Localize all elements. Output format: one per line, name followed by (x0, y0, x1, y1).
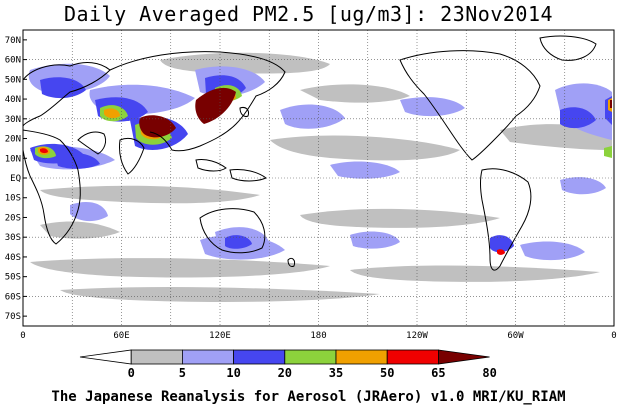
colorbar-tick-label: 80 (482, 366, 496, 380)
colorbar-segment (335, 349, 388, 365)
pm25-band-over-80 (139, 87, 612, 138)
latitude-label: 40S (5, 253, 21, 263)
latitude-label: 50N (5, 75, 21, 85)
footer-credit: The Japanese Reanalysis for Aerosol (JRA… (51, 389, 566, 405)
longitude-label: 120E (209, 331, 231, 341)
colorbar-segment (284, 349, 337, 365)
map-grid (23, 30, 614, 326)
longitude-label: 60W (507, 331, 524, 341)
colorbar-segment (437, 349, 490, 365)
longitude-label: 0 (611, 331, 616, 341)
longitude-label: 60E (113, 331, 129, 341)
latitude-label: 20S (5, 213, 21, 223)
longitude-labels: 0 60E 120E 180 120W 60W 0 (20, 331, 616, 341)
latitude-label: 30N (5, 115, 21, 125)
colorbar-tick-label: 10 (226, 366, 240, 380)
longitude-label: 180 (310, 331, 326, 341)
colorbar-tick-label: 0 (128, 366, 135, 380)
colorbar-segment (233, 349, 286, 365)
map-area (22, 29, 615, 327)
colorbar-segment (130, 349, 183, 365)
longitude-label: 0 (20, 331, 25, 341)
colorbar-segment (181, 349, 234, 365)
latitude-label: EQ (10, 174, 21, 184)
colorbar-tick-label: 65 (431, 366, 445, 380)
longitude-label: 120W (406, 331, 428, 341)
latitude-label: 40N (5, 95, 21, 105)
latitude-label: 10S (5, 194, 21, 204)
latitude-label: 60S (5, 292, 21, 302)
latitude-label: 30S (5, 233, 21, 243)
latitude-label: 10N (5, 154, 21, 164)
latitude-label: 70S (5, 312, 21, 322)
colorbar-tick-label: 20 (278, 366, 292, 380)
pm25-band-10-20 (28, 63, 612, 261)
colorbar: 0 5 10 20 35 50 65 80 (79, 349, 497, 380)
latitude-label: 60N (5, 56, 21, 66)
latitude-labels: 70N 60N 50N 40N 30N 20N 10N EQ 10S 20S 30S 40S 50S 60… (5, 36, 27, 322)
coastlines (22, 35, 597, 271)
pm25-band-5-10 (30, 52, 612, 302)
latitude-label: 50S (5, 273, 21, 283)
latitude-label: 70N (5, 36, 21, 46)
colorbar-segment (386, 349, 439, 365)
chart-title: Daily Averaged PM2.5 [ug/m3]: 23Nov2014 (63, 2, 554, 26)
colorbar-segment (79, 349, 132, 365)
latitude-label: 20N (5, 135, 21, 145)
colorbar-tick-label: 35 (329, 366, 343, 380)
colorbar-tick-label: 50 (380, 366, 394, 380)
colorbar-tick-label: 5 (179, 366, 186, 380)
